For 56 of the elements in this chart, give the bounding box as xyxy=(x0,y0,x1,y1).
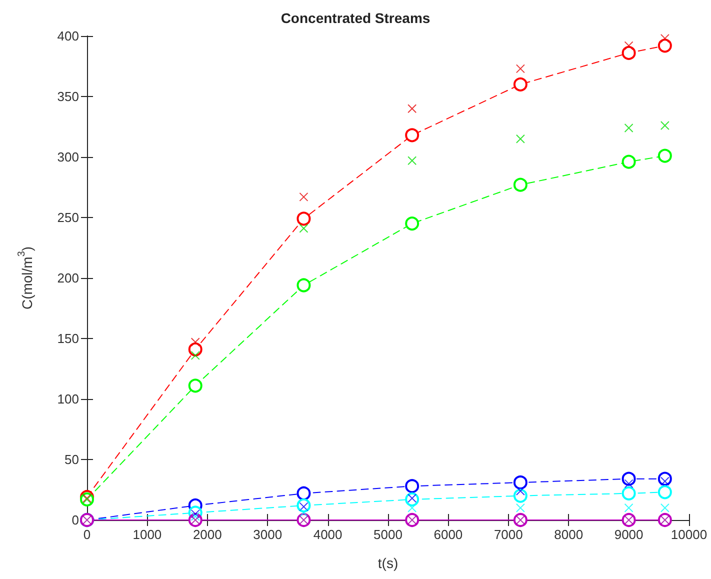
x-tick-label: 5000 xyxy=(374,527,402,542)
x-tick-label: 2000 xyxy=(192,527,222,542)
y-tick-label: 350 xyxy=(57,89,79,104)
point xyxy=(188,378,202,393)
point xyxy=(405,479,420,494)
x-tick-label: 8000 xyxy=(554,527,584,542)
point xyxy=(513,77,528,92)
x-tick-label: 7000 xyxy=(494,527,523,542)
chart-title: Concentrated Streams xyxy=(280,10,430,26)
point xyxy=(516,134,525,144)
x-tick-label: 4000 xyxy=(313,527,342,542)
x-tick-label: 1000 xyxy=(132,527,162,542)
point xyxy=(190,338,200,347)
point xyxy=(660,121,670,130)
point xyxy=(296,486,311,500)
point xyxy=(624,479,634,488)
x-tick-label: 10000 xyxy=(670,527,708,542)
point xyxy=(624,123,634,132)
x-tick-label: 9000 xyxy=(614,527,644,542)
point xyxy=(408,156,417,166)
point xyxy=(513,178,528,192)
y-tick-label: 0 xyxy=(72,512,79,528)
point xyxy=(660,503,670,512)
point xyxy=(190,350,200,360)
x-tick-label: 0 xyxy=(83,527,91,542)
y-tick-label: 200 xyxy=(57,270,79,286)
y-tick-label: 50 xyxy=(64,452,79,467)
point xyxy=(624,503,634,512)
point xyxy=(513,475,528,490)
point xyxy=(658,148,672,163)
point xyxy=(660,34,670,43)
point xyxy=(622,46,636,60)
point xyxy=(622,154,636,169)
y-tick-label: 300 xyxy=(57,150,79,164)
point xyxy=(299,224,308,233)
point xyxy=(624,41,634,50)
y-tick-label: 250 xyxy=(57,210,79,225)
point xyxy=(516,64,525,74)
point xyxy=(405,128,420,142)
point xyxy=(299,192,308,202)
x-tick-label: 6000 xyxy=(434,527,463,542)
point xyxy=(296,212,311,226)
point xyxy=(405,216,420,231)
point xyxy=(622,486,636,500)
y-tick-label: 150 xyxy=(57,331,79,346)
point xyxy=(658,485,672,500)
y-axis-title: C(mol/m3) xyxy=(16,246,35,310)
point xyxy=(658,38,672,53)
y-tick-label: 100 xyxy=(57,392,79,406)
point xyxy=(516,503,525,512)
x-tick-label: 3000 xyxy=(253,527,282,542)
point xyxy=(299,508,308,518)
point xyxy=(408,104,417,114)
x-axis-title: t(s) xyxy=(378,555,398,571)
point xyxy=(296,278,311,292)
y-tick-label: 400 xyxy=(57,28,79,44)
